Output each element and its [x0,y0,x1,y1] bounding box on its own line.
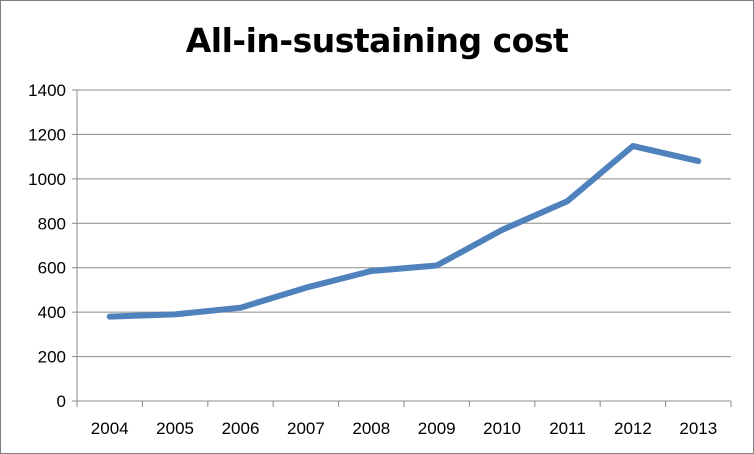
data-point [368,268,374,274]
chart-title: All-in-sustaining cost [185,21,569,60]
y-tick-label: 600 [38,259,66,278]
data-point [303,285,309,291]
x-tick-label: 2008 [352,419,390,438]
y-tick-label: 0 [57,392,66,411]
x-tick-label: 2012 [614,419,652,438]
data-point [630,143,636,149]
x-tick-label: 2011 [549,419,586,438]
x-tick-label: 2010 [483,419,521,438]
x-tick-label: 2006 [222,419,260,438]
y-tick-label: 1400 [28,81,66,100]
x-tick-label: 2009 [418,419,456,438]
data-point [107,314,113,320]
x-tick-label: 2013 [679,419,717,438]
y-tick-label: 1000 [28,170,66,189]
data-point [172,311,178,317]
data-point [499,227,505,233]
data-point [565,198,571,204]
series-line-0 [106,143,702,320]
x-tick-label: 2004 [91,419,129,438]
data-point [434,262,440,268]
data-point [695,158,701,164]
y-tick-label: 400 [38,303,66,322]
y-tick-label: 1200 [28,125,66,144]
x-tick-label: 2007 [287,419,325,438]
y-tick-label: 200 [38,348,66,367]
x-tick-label: 2005 [156,419,194,438]
y-tick-label: 800 [38,214,66,233]
data-point [238,305,244,311]
